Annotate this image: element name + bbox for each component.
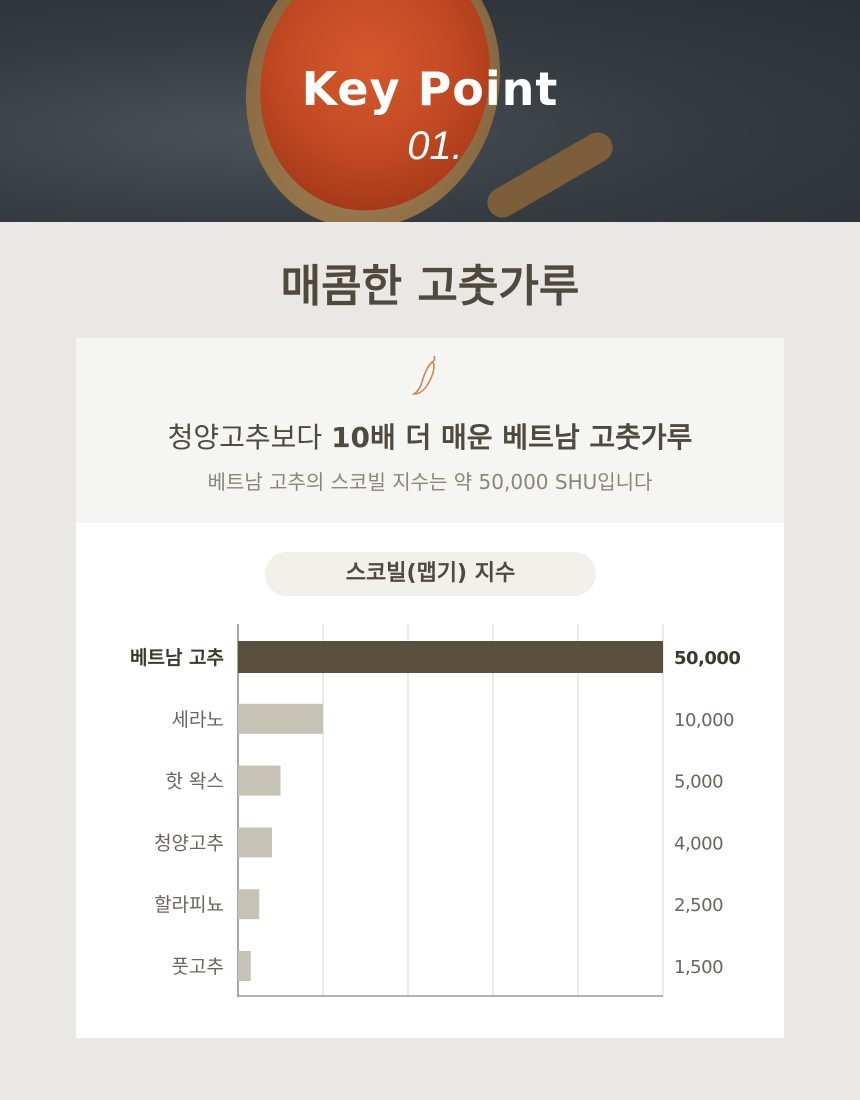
hero-banner: Key Point 01. (0, 0, 860, 222)
headline-bold: 10배 더 매운 베트남 고춧가루 (331, 421, 693, 454)
key-point-number: 01. (407, 124, 463, 168)
chart-title-pill: 스코빌(맵기) 지수 (265, 552, 596, 596)
bar (238, 765, 281, 796)
bar (238, 951, 251, 981)
category-label: 할라피뇨 (154, 894, 224, 916)
value-label: 10,000 (674, 710, 734, 731)
chili-pepper-icon (412, 355, 436, 395)
value-label: 2,500 (674, 895, 723, 916)
bar (238, 641, 663, 673)
value-label: 4,000 (674, 833, 723, 854)
category-label: 세라노 (172, 709, 224, 731)
card-header: 청양고추보다 10배 더 매운 베트남 고춧가루 베트남 고추의 스코빌 지수는… (76, 338, 784, 523)
category-label: 핫 왁스 (166, 771, 224, 793)
bar (238, 889, 260, 920)
page-title: 매콤한 고춧가루 (280, 261, 580, 312)
subline: 베트남 고추의 스코빌 지수는 약 50,000 SHU입니다 (207, 470, 653, 494)
value-label: 1,500 (674, 957, 723, 978)
value-label: 50,000 (674, 648, 740, 669)
bar (238, 703, 323, 734)
headline: 청양고추보다 10배 더 매운 베트남 고춧가루 (76, 416, 784, 456)
scoville-bar-chart: 베트남 고추 50,000 세라노 10,000 핫 왁스 5,000 청양고추 4,000 할… (130, 624, 741, 997)
value-label: 5,000 (674, 772, 723, 793)
key-point-title: Key Point (301, 62, 559, 116)
info-card: 청양고추보다 10배 더 매운 베트남 고춧가루 베트남 고추의 스코빌 지수는… (76, 338, 784, 1038)
category-label: 베트남 고추 (130, 647, 224, 669)
category-label: 청양고추 (154, 832, 224, 854)
headline-regular: 청양고추보다 (167, 421, 332, 454)
category-label: 풋고추 (172, 956, 224, 978)
bar (238, 827, 272, 858)
